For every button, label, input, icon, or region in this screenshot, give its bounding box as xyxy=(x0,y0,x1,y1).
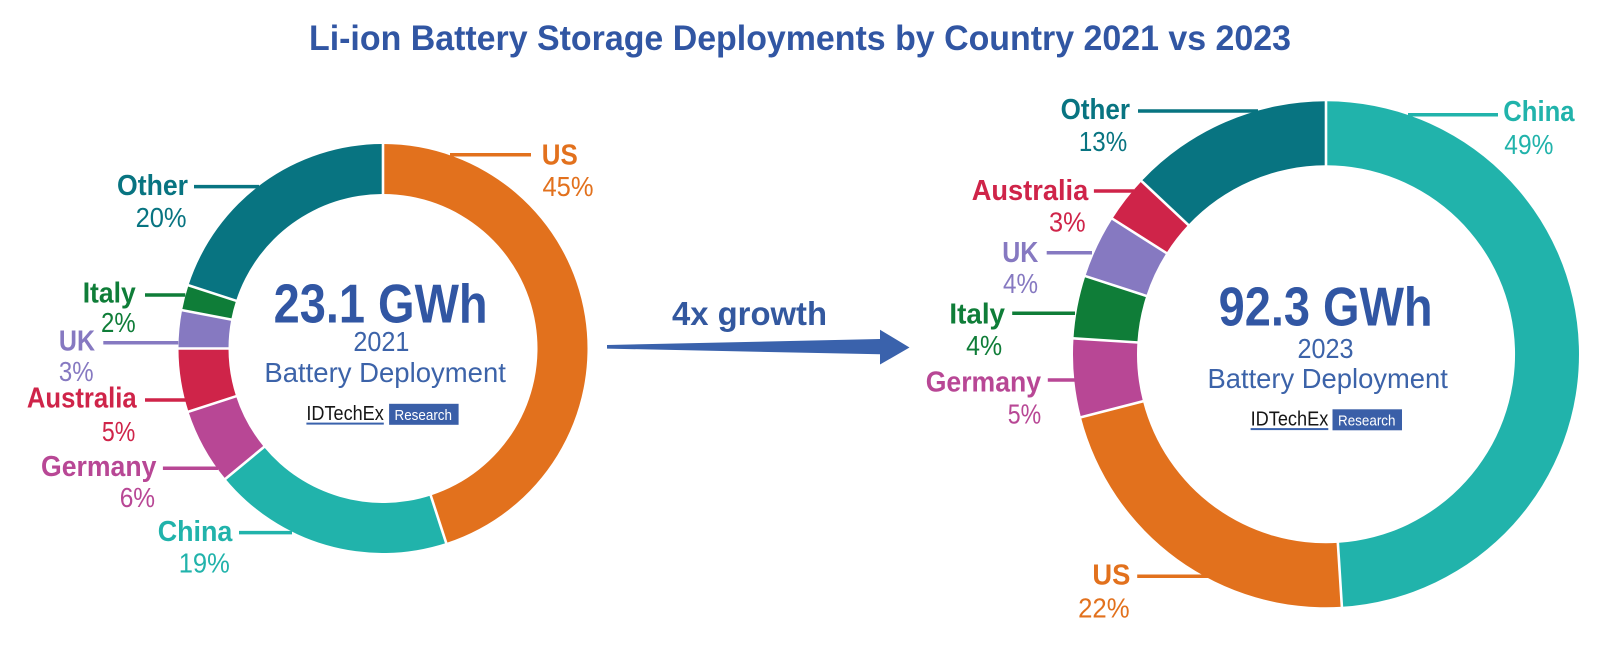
svg-text:Germany: Germany xyxy=(41,451,156,483)
svg-text:4%: 4% xyxy=(966,330,1002,361)
svg-text:Research: Research xyxy=(395,407,453,424)
svg-text:Australia: Australia xyxy=(972,175,1089,207)
svg-text:UK: UK xyxy=(1002,237,1038,269)
svg-text:3%: 3% xyxy=(59,356,94,387)
svg-text:US: US xyxy=(1092,560,1130,592)
svg-text:4x growth: 4x growth xyxy=(672,295,827,332)
svg-text:23.1 GWh: 23.1 GWh xyxy=(274,273,488,335)
svg-text:2021: 2021 xyxy=(353,326,409,357)
svg-text:4%: 4% xyxy=(1003,268,1038,299)
svg-text:2023: 2023 xyxy=(1298,333,1354,364)
svg-text:3%: 3% xyxy=(1049,207,1086,238)
svg-text:Italy: Italy xyxy=(83,278,136,310)
svg-text:19%: 19% xyxy=(179,547,230,578)
svg-text:Other: Other xyxy=(1061,94,1130,126)
svg-text:IDTechEx: IDTechEx xyxy=(1251,409,1329,431)
svg-text:92.3 GWh: 92.3 GWh xyxy=(1219,276,1433,338)
svg-text:20%: 20% xyxy=(136,202,187,233)
svg-text:22%: 22% xyxy=(1078,593,1130,624)
svg-text:13%: 13% xyxy=(1079,126,1127,157)
svg-text:IDTechEx: IDTechEx xyxy=(306,403,383,425)
svg-text:US: US xyxy=(542,140,578,172)
svg-text:Germany: Germany xyxy=(926,367,1041,399)
svg-text:5%: 5% xyxy=(102,416,135,447)
svg-text:Li-ion Battery Storage Deploym: Li-ion Battery Storage Deployments by Co… xyxy=(309,19,1291,58)
svg-text:49%: 49% xyxy=(1504,129,1553,160)
svg-text:Other: Other xyxy=(117,170,188,202)
svg-text:Research: Research xyxy=(1338,412,1396,429)
svg-text:45%: 45% xyxy=(543,171,594,202)
svg-text:Battery Deployment: Battery Deployment xyxy=(264,357,506,388)
svg-text:Italy: Italy xyxy=(949,298,1005,330)
svg-text:Australia: Australia xyxy=(27,383,138,415)
svg-text:China: China xyxy=(1503,96,1575,128)
svg-text:6%: 6% xyxy=(120,482,155,513)
svg-text:2%: 2% xyxy=(101,307,136,338)
svg-text:UK: UK xyxy=(59,326,95,358)
svg-text:China: China xyxy=(158,516,234,548)
svg-text:Battery Deployment: Battery Deployment xyxy=(1208,363,1449,394)
svg-text:5%: 5% xyxy=(1008,398,1041,429)
